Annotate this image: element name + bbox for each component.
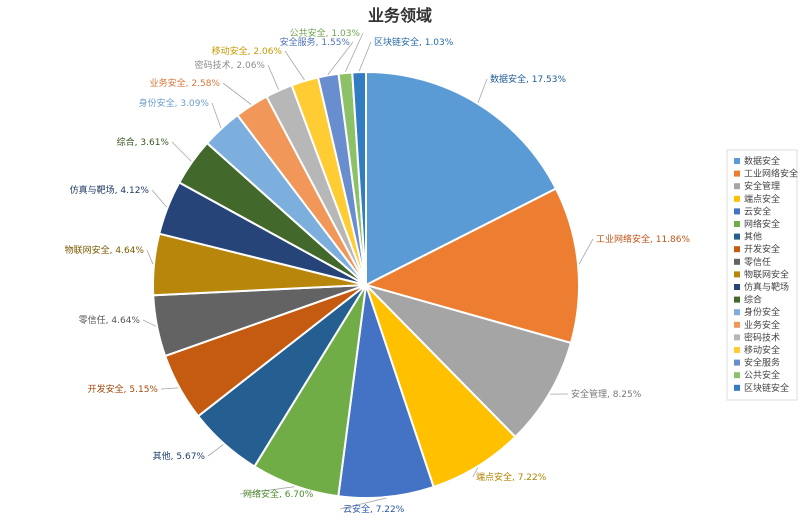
legend-swatch	[734, 296, 740, 303]
legend-swatch	[734, 208, 740, 215]
legend-swatch	[734, 359, 740, 366]
legend-label: 移动安全	[744, 344, 780, 356]
legend-label: 云安全	[744, 205, 771, 217]
leader-line	[142, 319, 157, 327]
legend-label: 仿真与靶场	[744, 281, 789, 293]
legend-swatch	[734, 233, 740, 240]
leader-line	[239, 486, 295, 495]
leader-line	[211, 102, 222, 128]
legend-label: 业务安全	[744, 319, 780, 331]
leader-line	[151, 189, 168, 208]
leader-line	[267, 64, 279, 90]
legend-swatch	[734, 183, 740, 190]
legend-label: 密码技术	[744, 331, 780, 343]
data-label: 安全管理, 8.25%	[571, 388, 642, 400]
legend-label: 端点安全	[744, 193, 780, 205]
leader-lines	[142, 32, 594, 510]
legend-label: 身份安全	[744, 306, 780, 318]
legend-swatch	[734, 284, 740, 290]
legend-swatch	[734, 246, 740, 253]
legend-swatch	[734, 195, 740, 202]
data-label: 仿真与靶场, 4.12%	[70, 184, 150, 196]
legend-swatch	[734, 384, 740, 391]
legend: 数据安全工业网络安全安全管理端点安全云安全网络安全其他开发安全零信任物联网安全仿…	[726, 149, 798, 401]
legend-swatch	[734, 309, 740, 316]
legend-label: 其他	[744, 231, 762, 243]
legend-label: 网络安全	[744, 218, 780, 230]
data-label: 其他, 5.67%	[153, 450, 206, 462]
leader-line	[160, 387, 179, 390]
leader-line	[284, 50, 305, 81]
data-label: 移动安全, 2.06%	[212, 45, 283, 57]
legend-swatch	[734, 347, 740, 353]
data-label: 密码技术, 2.06%	[195, 59, 266, 71]
data-label: 网络安全, 6.70%	[243, 488, 314, 500]
legend-label: 物联网安全	[744, 268, 789, 280]
legend-label: 综合	[744, 294, 762, 306]
legend-label: 零信任	[744, 256, 771, 268]
data-label: 云安全, 7.22%	[343, 503, 405, 515]
pie-slices	[152, 70, 580, 499]
leader-line	[327, 41, 354, 75]
pie-slice	[363, 187, 580, 345]
data-label: 业务安全, 2.58%	[150, 77, 221, 89]
legend-swatch	[734, 221, 740, 227]
leader-line	[578, 238, 594, 265]
legend-swatch	[734, 258, 740, 265]
leader-line	[207, 444, 224, 457]
legend-label: 安全管理	[744, 180, 780, 192]
legend-label: 开发安全	[744, 243, 780, 255]
legend-swatch	[734, 170, 740, 177]
legend-label: 公共安全	[744, 369, 780, 381]
data-label: 综合, 3.61%	[117, 136, 170, 148]
legend-swatch	[734, 158, 740, 164]
leader-line	[222, 82, 252, 105]
legend-label: 安全服务	[744, 357, 780, 369]
chart-title: 业务领域	[368, 6, 432, 25]
data-label: 安全服务, 1.55%	[280, 36, 351, 48]
leader-line	[472, 467, 479, 478]
leader-line	[477, 78, 488, 103]
legend-label: 工业网络安全	[744, 168, 798, 180]
leader-line	[339, 497, 387, 510]
legend-swatch	[734, 372, 740, 379]
data-label: 身份安全, 3.09%	[139, 97, 210, 109]
data-label: 零信任, 4.64%	[79, 314, 141, 326]
pie-slice	[351, 70, 367, 286]
legend-swatch	[734, 271, 740, 278]
legend-swatch	[734, 334, 740, 341]
data-label: 物联网安全, 4.64%	[65, 244, 145, 256]
data-label: 公共安全, 1.03%	[290, 27, 361, 39]
leader-line	[344, 32, 364, 73]
leader-line	[171, 141, 192, 162]
data-labels: 数据安全, 17.53% 工业网络安全, 11.86% 安全管理, 8.25% 端点安…	[65, 27, 691, 515]
data-label: 开发安全, 5.15%	[88, 383, 159, 395]
pie-slice	[365, 70, 558, 287]
legend-label: 区块链安全	[744, 382, 789, 394]
legend-label: 数据安全	[744, 155, 780, 167]
legend-swatch	[734, 321, 740, 328]
pie-slice	[362, 283, 573, 439]
data-label: 数据安全, 17.53%	[490, 73, 566, 85]
legend-border	[726, 149, 798, 401]
data-label: 工业网络安全, 11.86%	[596, 233, 690, 245]
data-label: 区块链安全, 1.03%	[374, 36, 454, 48]
leader-line	[358, 41, 372, 72]
leader-line	[146, 249, 154, 265]
data-label: 端点安全, 7.22%	[476, 471, 547, 483]
